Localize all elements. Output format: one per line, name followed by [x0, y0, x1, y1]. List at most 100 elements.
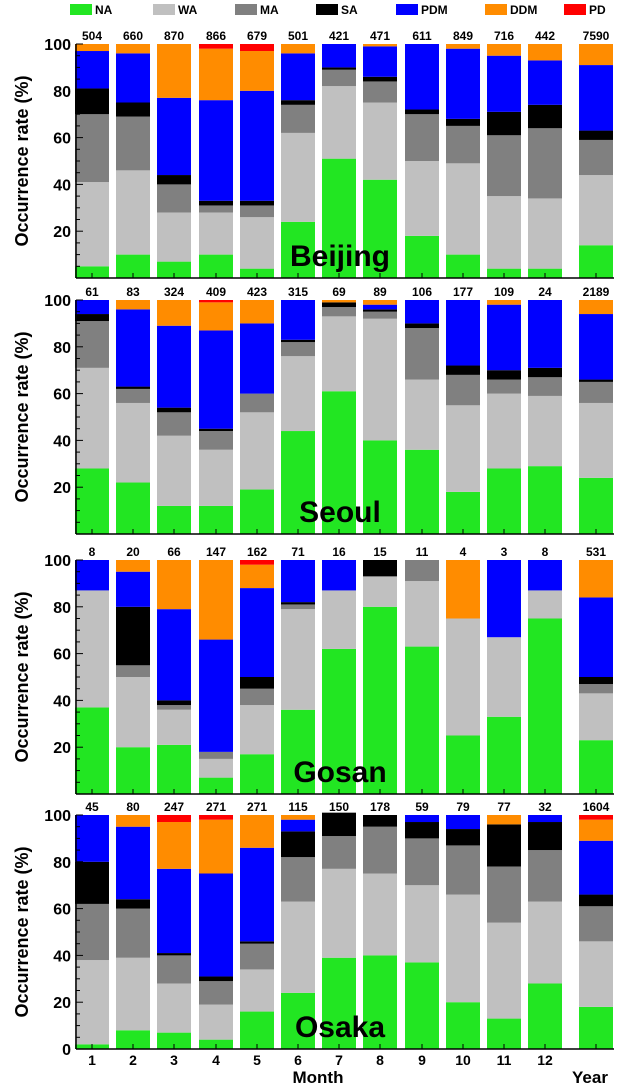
x-tick-label: 2 — [129, 1052, 137, 1068]
bar-segment-ma — [157, 412, 191, 436]
bar-stack-6 — [281, 300, 315, 534]
bar-segment-sa — [446, 829, 480, 846]
bar-segment-na — [363, 440, 397, 534]
bar-stack-1 — [75, 300, 109, 534]
bar-segment-sa — [116, 386, 150, 389]
bar-segment-ma — [75, 321, 109, 368]
bar-segment-sa — [322, 67, 356, 70]
bar-segment-ma — [528, 850, 562, 902]
legend-swatch — [564, 4, 586, 15]
bar-segment-pdm — [487, 55, 521, 112]
legend-label: NA — [95, 3, 113, 17]
bar-segment-wa — [487, 196, 521, 269]
count-label: 8 — [542, 545, 549, 559]
bar-segment-pdm — [199, 330, 233, 429]
bar-segment-ma — [116, 908, 150, 958]
bar-segment-wa — [579, 693, 613, 741]
bar-stack-7 — [322, 44, 356, 278]
bar-segment-pdm — [322, 44, 356, 68]
bar-segment-sa — [240, 677, 274, 689]
bar-segment-na — [240, 489, 274, 534]
count-label: 2189 — [583, 285, 610, 299]
bar-segment-ma — [405, 114, 439, 161]
bar-segment-na — [528, 618, 562, 794]
bar-segment-na — [75, 468, 109, 534]
bar-segment-na — [157, 744, 191, 794]
bar-segment-sa — [116, 606, 150, 666]
bar-segment-ma — [240, 688, 274, 706]
count-label: 83 — [126, 285, 140, 299]
count-label: 59 — [415, 800, 429, 814]
bar-stack-4 — [199, 560, 233, 794]
bar-segment-ma — [363, 81, 397, 103]
bar-segment-pd — [199, 815, 233, 820]
bar-segment-wa — [240, 412, 274, 490]
bar-segment-wa — [487, 637, 521, 717]
bar-segment-sa — [157, 175, 191, 185]
bar-segment-pdm — [579, 314, 613, 380]
bar-segment-ma — [487, 135, 521, 197]
legend-item-pd: PD — [564, 3, 606, 17]
bar-segment-ma — [528, 128, 562, 199]
x-tick-label: 3 — [170, 1052, 178, 1068]
count-label: 106 — [412, 285, 432, 299]
legend-item-ddm: DDM — [485, 3, 537, 17]
bar-segment-ma — [579, 906, 613, 942]
y-tick-label: 20 — [53, 995, 71, 1012]
legend-swatch — [485, 4, 507, 15]
bar-segment-wa — [579, 175, 613, 246]
bar-stack-4 — [199, 44, 233, 278]
bar-stack-1 — [75, 44, 109, 278]
count-label: 324 — [164, 285, 184, 299]
bar-segment-sa — [240, 941, 274, 944]
legend-item-ma: MA — [235, 3, 279, 17]
bar-segment-na — [116, 747, 150, 794]
bar-segment-pdm — [528, 560, 562, 591]
bar-segment-pdm — [240, 323, 274, 394]
bar-segment-na — [281, 431, 315, 534]
bar-segment-na — [281, 709, 315, 794]
bar-segment-wa — [446, 618, 480, 736]
bar-segment-ddm — [363, 300, 397, 305]
bar-segment-sa — [322, 812, 356, 837]
bar-segment-sa — [579, 677, 613, 685]
bar-segment-ma — [446, 845, 480, 895]
bar-segment-ddm — [240, 815, 274, 848]
bar-segment-wa — [405, 581, 439, 647]
y-tick-label: 60 — [53, 647, 71, 664]
bar-segment-pdm — [528, 60, 562, 105]
count-label: 870 — [164, 29, 184, 43]
legend-swatch — [153, 4, 175, 15]
bar-stack-5 — [240, 44, 274, 278]
bar-segment-ddm — [157, 44, 191, 98]
bar-segment-pd — [579, 815, 613, 820]
count-label: 71 — [291, 545, 305, 559]
bar-segment-wa — [363, 873, 397, 956]
bar-segment-sa — [75, 861, 109, 904]
bar-segment-sa — [528, 104, 562, 129]
bar-segment-wa — [322, 316, 356, 392]
bar-stack-8 — [363, 44, 397, 278]
bar-segment-ma — [75, 114, 109, 183]
count-label: 61 — [85, 285, 99, 299]
bar-segment-ddm — [240, 564, 274, 589]
bar-segment-na — [322, 391, 356, 534]
bar-segment-pdm — [75, 300, 109, 315]
bar-segment-na — [240, 754, 274, 794]
count-label: 16 — [332, 545, 346, 559]
bar-segment-sa — [157, 953, 191, 956]
bar-segment-na — [240, 1011, 274, 1049]
bar-stack-2 — [116, 560, 150, 794]
bar-stack-year — [579, 44, 613, 278]
bar-segment-na — [199, 777, 233, 794]
year-axis-title: Year — [572, 1068, 608, 1086]
count-label: 80 — [126, 800, 140, 814]
bar-segment-wa — [157, 435, 191, 506]
bar-segment-na — [281, 221, 315, 278]
y-axis-title: Occurrence rate (%) — [12, 846, 32, 1017]
count-label: 866 — [206, 29, 226, 43]
bar-segment-sa — [157, 700, 191, 706]
bar-segment-pd — [199, 300, 233, 303]
bar-segment-na — [528, 983, 562, 1049]
